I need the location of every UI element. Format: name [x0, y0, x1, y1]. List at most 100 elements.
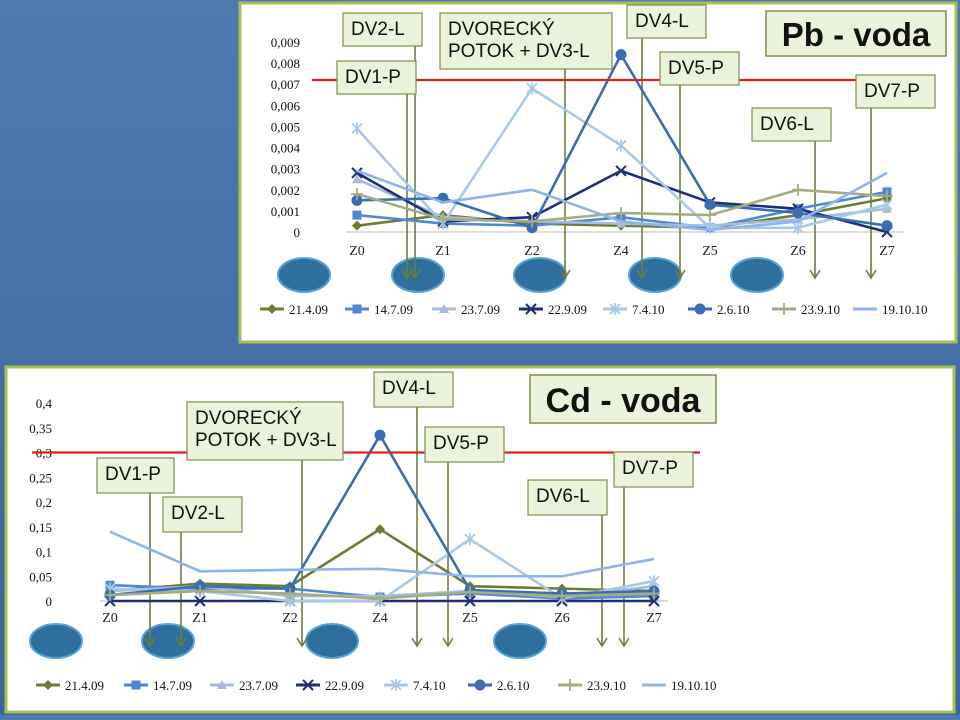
- cd-data-point: [648, 587, 660, 600]
- cd-callout-text: DVORECKÝ: [195, 408, 302, 429]
- legend-marker: [390, 679, 402, 691]
- legend-marker: [474, 679, 486, 691]
- pb-data-point: [792, 207, 804, 219]
- cd-legend-entry: 23.7.09: [210, 678, 278, 693]
- pb-site-oval: [513, 257, 567, 293]
- cd-legend-label: 21.4.09: [65, 678, 104, 693]
- pb-data-point: [615, 49, 627, 61]
- pb-legend-entry: 14.7.09: [345, 302, 413, 317]
- legend-marker: [131, 680, 141, 690]
- cd-y-tick-label: 0,4: [36, 396, 53, 411]
- legend-marker: [609, 303, 621, 315]
- cd-x-tick-label: Z2: [282, 611, 298, 626]
- pb-series-19.10.10: [356, 169, 888, 232]
- cd-y-tick-label: 0,25: [29, 470, 52, 485]
- pb-site-callout: DV6-L: [751, 107, 832, 142]
- legend-marker: [694, 303, 706, 315]
- cd-callout-text: DV5-P: [433, 433, 489, 454]
- cd-data-point: [464, 586, 476, 599]
- cd-arrow-head: [175, 637, 187, 648]
- pb-data-point: [351, 188, 363, 200]
- pb-legend-entry: 2.6.10: [688, 302, 750, 317]
- cd-data-point: [556, 590, 568, 603]
- cd-y-tick-label: 0,1: [36, 545, 52, 560]
- pb-data-point: [526, 222, 538, 234]
- cd-site-oval: [493, 623, 547, 659]
- cd-y-tick-label: 0: [46, 594, 53, 609]
- pb-y-tick-label: 0: [294, 225, 301, 240]
- pb-y-tick-label: 0,006: [271, 98, 301, 113]
- pb-data-point: [792, 183, 804, 196]
- cd-site-callout: DV7-P: [613, 451, 694, 488]
- cd-chart-title: Cd - voda: [546, 382, 702, 420]
- pb-site-oval: [391, 257, 445, 293]
- pb-title-box: Pb - voda: [765, 10, 947, 57]
- pb-arrow-head: [674, 269, 686, 280]
- pb-x-tick-label: Z1: [435, 244, 451, 259]
- pb-arrow-head: [809, 269, 821, 280]
- pb-x-tick-label: Z2: [524, 244, 540, 259]
- cd-site-oval: [305, 623, 359, 659]
- legend-marker: [564, 679, 576, 691]
- pb-data-point: [351, 122, 363, 135]
- cd-data-point: [464, 595, 476, 607]
- cd-arrow-head: [618, 637, 630, 648]
- pb-callout-text: DV5-P: [668, 58, 724, 79]
- pb-legend-label: 2.6.10: [717, 302, 750, 317]
- pb-x-tick-label: Z0: [349, 244, 365, 259]
- cd-y-tick-label: 0,15: [29, 520, 52, 535]
- pb-data-point: [352, 174, 362, 184]
- pb-site-oval: [628, 257, 682, 293]
- pb-legend-entry: 19.10.10: [853, 302, 928, 317]
- pb-data-point: [704, 221, 716, 234]
- cd-legend-label: 19.10.10: [671, 678, 717, 693]
- pb-data-point: [352, 210, 362, 220]
- pb-callout-text: POTOK + DV3-L: [448, 41, 590, 62]
- cd-legend-entry: 19.10.10: [642, 678, 717, 693]
- pb-legend-label: 21.4.09: [289, 302, 328, 317]
- cd-x-tick-label: Z7: [646, 611, 662, 626]
- cd-site-callout: DV5-P: [424, 426, 505, 463]
- pb-site-callout: DV1-P: [336, 60, 417, 95]
- pb-legend-label: 14.7.09: [374, 302, 413, 317]
- pb-data-point: [526, 82, 538, 95]
- cd-legend-label: 23.9.10: [587, 678, 626, 693]
- cd-data-point: [104, 589, 116, 602]
- pb-legend-entry: 22.9.09: [519, 302, 587, 317]
- pb-legend-entry: 21.4.09: [260, 302, 328, 317]
- pb-x-tick-label: Z7: [879, 244, 895, 259]
- pb-legend-label: 22.9.09: [548, 302, 587, 317]
- pb-callout-text: DV4-L: [635, 11, 689, 32]
- cd-x-tick-label: Z1: [192, 611, 208, 626]
- pb-data-point: [881, 220, 893, 232]
- legend-marker: [302, 679, 314, 691]
- cd-series-23.9.10: [104, 585, 660, 605]
- pb-site-callout: DV2-L: [342, 12, 423, 47]
- cd-legend-label: 23.7.09: [239, 678, 278, 693]
- cd-callout-text: DV6-L: [536, 486, 590, 507]
- pb-y-tick-label: 0,002: [271, 183, 300, 198]
- cd-site-callout: DV4-L: [373, 371, 454, 408]
- cd-legend-entry: 22.9.09: [296, 678, 364, 693]
- cd-callout-text: DV1-P: [105, 464, 161, 485]
- pb-callout-text: DVORECKÝ: [448, 19, 555, 40]
- pb-data-point: [881, 190, 893, 203]
- cd-legend-label: 2.6.10: [497, 678, 530, 693]
- cd-arrow-head: [296, 637, 308, 648]
- pb-x-tick-label: Z4: [613, 244, 629, 259]
- pb-legend-entry: 23.7.09: [432, 302, 500, 317]
- cd-series-line: [109, 530, 655, 578]
- pb-arrow-head: [865, 269, 877, 280]
- cd-data-point: [194, 585, 206, 598]
- cd-legend-entry: 2.6.10: [468, 678, 530, 693]
- cd-callout-text: DV2-L: [171, 503, 225, 524]
- pb-site-callout: DV5-P: [659, 51, 740, 86]
- legend-marker: [267, 304, 277, 314]
- cd-callout-text: DV7-P: [622, 458, 678, 479]
- cd-legend-entry: 7.4.10: [384, 678, 446, 693]
- cd-x-tick-label: Z0: [102, 611, 118, 626]
- pb-legend-label: 23.9.10: [801, 302, 840, 317]
- pb-arrow-head: [401, 269, 413, 280]
